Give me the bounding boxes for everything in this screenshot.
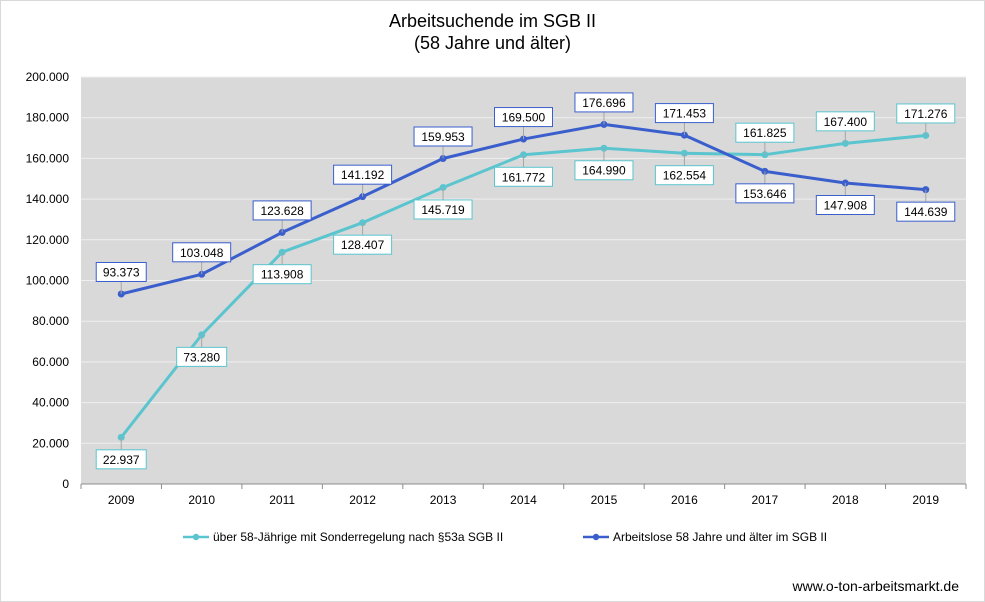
data-label-box-1 xyxy=(413,126,473,147)
data-label-box-0 xyxy=(176,346,228,367)
data-label-0: 167.400 xyxy=(824,115,868,129)
data-label-0: 128.407 xyxy=(341,238,385,252)
chart-subtitle: (58 Jahre und älter) xyxy=(413,33,572,53)
data-label-1: 103.048 xyxy=(180,246,224,260)
x-tick-label: 2019 xyxy=(912,493,939,507)
data-label-1: 141.192 xyxy=(341,168,385,182)
y-tick-label: 200.000 xyxy=(26,70,70,84)
y-tick-label: 40.000 xyxy=(32,396,69,410)
data-label-box-1 xyxy=(172,242,232,263)
data-label-box-1 xyxy=(95,261,147,282)
data-label-0: 161.772 xyxy=(502,170,546,184)
x-tick-label: 2009 xyxy=(108,493,135,507)
data-label-1: 144.639 xyxy=(904,205,948,219)
y-tick-label: 160.000 xyxy=(26,151,70,165)
y-tick-label: 140.000 xyxy=(26,192,70,206)
data-label-box-0 xyxy=(735,122,795,143)
data-label-box-0 xyxy=(815,111,875,132)
x-tick-label: 2011 xyxy=(269,493,295,507)
data-label-1: 159.953 xyxy=(421,130,465,144)
chart-title-block: Arbeitsuchende im SGB II (58 Jahre und ä… xyxy=(0,10,985,54)
y-tick-label: 20.000 xyxy=(32,436,69,450)
data-label-box-0 xyxy=(413,199,473,220)
data-label-box-1 xyxy=(333,164,393,185)
y-tick-label: 80.000 xyxy=(32,314,69,328)
data-label-box-1 xyxy=(494,107,553,128)
data-label-box-1 xyxy=(735,183,795,204)
data-label-box-0 xyxy=(333,234,393,255)
data-label-box-1 xyxy=(252,200,312,221)
chart-title: Arbeitsuchende im SGB II xyxy=(388,11,597,31)
x-tick-label: 2013 xyxy=(430,493,457,507)
data-label-box-1 xyxy=(815,195,875,216)
data-label-box-1 xyxy=(654,103,714,124)
data-label-0: 73.280 xyxy=(183,350,220,364)
legend-label-sonderregelung: über 58-Jährige mit Sonderregelung nach … xyxy=(213,530,504,544)
source-credit: www.o-ton-arbeitsmarkt.de xyxy=(792,578,959,594)
data-label-box-1 xyxy=(574,92,634,113)
legend-label-arbeitslose: Arbeitslose 58 Jahre und älter im SGB II xyxy=(613,530,828,544)
legend-item-arbeitslose: Arbeitslose 58 Jahre und älter im SGB II xyxy=(583,530,827,544)
data-label-1: 147.908 xyxy=(824,199,868,213)
data-label-0: 171.276 xyxy=(904,107,948,121)
data-label-0: 22.937 xyxy=(103,453,140,467)
y-tick-label: 0 xyxy=(62,477,69,491)
data-label-box-0 xyxy=(654,165,714,186)
data-label-1: 93.373 xyxy=(103,265,140,279)
data-label-0: 162.554 xyxy=(663,169,707,183)
data-label-1: 153.646 xyxy=(743,187,787,201)
y-tick-label: 100.000 xyxy=(26,274,70,288)
y-tick-label: 180.000 xyxy=(26,111,70,125)
legend-marker-sonderregelung xyxy=(183,533,209,541)
data-label-0: 164.990 xyxy=(582,164,626,178)
data-label-0: 145.719 xyxy=(421,203,465,217)
data-label-box-0 xyxy=(95,449,147,470)
data-label-0: 113.908 xyxy=(261,268,304,282)
data-label-1: 171.453 xyxy=(663,107,707,121)
legend-item-sonderregelung: über 58-Jährige mit Sonderregelung nach … xyxy=(183,530,503,544)
y-tick-label: 60.000 xyxy=(32,355,69,369)
data-label-1: 169.500 xyxy=(502,111,546,125)
x-tick-label: 2018 xyxy=(832,493,859,507)
data-label-1: 176.696 xyxy=(582,96,626,110)
data-label-0: 161.825 xyxy=(743,126,787,140)
x-tick-label: 2014 xyxy=(510,493,537,507)
x-tick-label: 2012 xyxy=(349,493,376,507)
legend-marker-arbeitslose xyxy=(583,533,609,541)
data-label-box-0 xyxy=(574,160,634,181)
x-tick-label: 2016 xyxy=(671,493,698,507)
x-tick-label: 2010 xyxy=(188,493,215,507)
data-label-box-0 xyxy=(896,103,956,124)
data-label-1: 123.628 xyxy=(260,204,304,218)
legend: über 58-Jährige mit Sonderregelung nach … xyxy=(0,530,985,550)
y-tick-label: 120.000 xyxy=(26,233,70,247)
data-label-box-0 xyxy=(494,166,553,187)
data-label-box-1 xyxy=(896,201,956,222)
data-label-box-0 xyxy=(252,264,312,285)
x-tick-label: 2015 xyxy=(591,493,618,507)
x-tick-label: 2017 xyxy=(752,493,779,507)
